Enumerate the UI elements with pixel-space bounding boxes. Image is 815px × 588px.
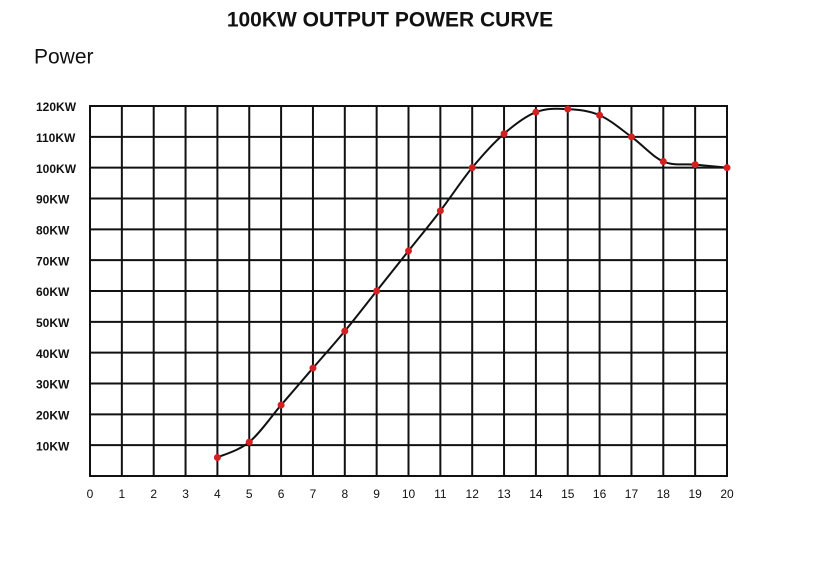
x-tick-label: 9 (373, 487, 380, 501)
data-point (691, 161, 699, 169)
y-tick-label: 10KW (36, 439, 70, 453)
x-tick-label: 4 (214, 487, 221, 501)
data-point (341, 327, 349, 335)
x-tick-label: 10 (402, 487, 416, 501)
y-axis-label: Power (34, 46, 94, 69)
data-point (564, 105, 572, 113)
y-tick-label: 100KW (36, 162, 77, 176)
data-point (532, 108, 540, 116)
x-tick-label: 6 (278, 487, 285, 501)
y-tick-label: 30KW (36, 378, 70, 392)
data-point (723, 164, 731, 172)
y-tick-label: 110KW (36, 131, 76, 145)
data-point (436, 207, 444, 215)
x-tick-label: 11 (434, 487, 447, 501)
data-point (500, 130, 508, 138)
data-point (627, 133, 635, 141)
x-tick-label: 8 (341, 487, 348, 501)
data-point (373, 287, 381, 295)
x-tick-label: 15 (561, 487, 575, 501)
data-point (596, 111, 604, 119)
data-point (659, 158, 667, 165)
y-tick-label: 50KW (36, 316, 70, 330)
y-tick-label: 80KW (36, 224, 70, 238)
data-point (213, 454, 221, 461)
y-tick-label: 60KW (36, 285, 70, 299)
x-tick-label: 17 (625, 487, 639, 501)
x-tick-label: 1 (119, 487, 126, 501)
data-point (309, 364, 317, 372)
x-tick-label: 5 (246, 487, 253, 501)
x-tick-label: 13 (497, 487, 511, 501)
x-tick-label: 3 (182, 487, 189, 501)
data-point (468, 164, 476, 172)
x-tick-label: 14 (529, 487, 543, 501)
x-tick-label: 12 (466, 487, 480, 501)
y-tick-label: 40KW (36, 347, 70, 361)
data-point (405, 247, 412, 255)
y-tick-label: 20KW (36, 409, 70, 423)
x-tick-label: 20 (720, 487, 734, 501)
x-tick-label: 16 (593, 487, 607, 501)
x-tick-label: 19 (688, 487, 702, 501)
x-tick-label: 2 (150, 487, 157, 501)
data-point (277, 401, 285, 409)
y-tick-label: 70KW (36, 254, 70, 268)
y-tick-label: 120KW (36, 100, 77, 114)
chart-title: 100KW OUTPUT POWER CURVE (227, 9, 553, 32)
x-tick-label: 0 (87, 487, 94, 501)
x-tick-label: 18 (657, 487, 671, 501)
data-point (245, 438, 253, 446)
y-tick-label: 90KW (36, 193, 70, 207)
x-tick-label: 7 (310, 487, 317, 501)
